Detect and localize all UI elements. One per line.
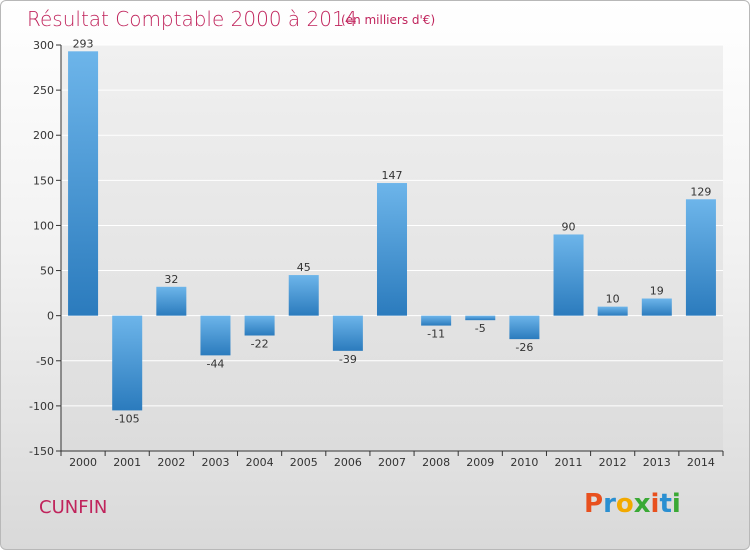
data-label-2003: -44 bbox=[206, 357, 224, 370]
y-tick-label: 300 bbox=[33, 39, 54, 52]
logo-letter: x bbox=[633, 489, 651, 519]
y-tick-label: 100 bbox=[33, 219, 54, 232]
data-label-2010: -26 bbox=[515, 341, 533, 354]
commune-name: CUNFIN bbox=[39, 497, 108, 518]
y-tick-label: 200 bbox=[33, 129, 54, 142]
bar-2009 bbox=[465, 315, 496, 321]
data-label-2013: 19 bbox=[650, 285, 664, 298]
y-tick-label: -50 bbox=[36, 355, 54, 368]
data-label-2001: -105 bbox=[115, 412, 140, 425]
x-tick-label: 2007 bbox=[378, 456, 406, 469]
data-label-2004: -22 bbox=[251, 338, 269, 351]
data-label-2009: -5 bbox=[475, 322, 486, 335]
logo-letter: r bbox=[603, 489, 616, 519]
bar-2013 bbox=[641, 298, 672, 316]
x-tick-label: 2014 bbox=[687, 456, 715, 469]
y-tick-label: -100 bbox=[29, 400, 54, 413]
logo-letter: i bbox=[671, 489, 681, 519]
x-tick-label: 2009 bbox=[466, 456, 494, 469]
bar-2008 bbox=[421, 315, 452, 326]
x-tick-label: 2008 bbox=[422, 456, 450, 469]
bar-2006 bbox=[332, 315, 363, 351]
x-tick-label: 2010 bbox=[510, 456, 538, 469]
y-tick-label: 250 bbox=[33, 84, 54, 97]
bar-2002 bbox=[156, 286, 187, 316]
y-tick-label: 0 bbox=[47, 310, 54, 323]
data-label-2014: 129 bbox=[690, 185, 711, 198]
x-tick-label: 2011 bbox=[555, 456, 583, 469]
bar-2005 bbox=[288, 275, 319, 316]
x-tick-label: 2000 bbox=[69, 456, 97, 469]
y-tick-label: 150 bbox=[33, 174, 54, 187]
x-tick-label: 2012 bbox=[599, 456, 627, 469]
x-tick-label: 2004 bbox=[246, 456, 274, 469]
x-tick-label: 2013 bbox=[643, 456, 671, 469]
x-tick-label: 2001 bbox=[113, 456, 141, 469]
chart-subtitle: (en milliers d'€) bbox=[341, 13, 436, 27]
bar-2004 bbox=[244, 315, 275, 336]
bar-2014 bbox=[685, 199, 716, 316]
x-tick-label: 2002 bbox=[157, 456, 185, 469]
data-label-2008: -11 bbox=[427, 328, 445, 341]
bar-2001 bbox=[112, 315, 143, 411]
x-tick-label: 2006 bbox=[334, 456, 362, 469]
chart-title: Résultat Comptable 2000 à 2014 bbox=[27, 7, 358, 31]
logo-letter: o bbox=[615, 489, 634, 519]
logo-letter: t bbox=[659, 489, 672, 519]
proxiti-logo: Proxiti bbox=[584, 489, 681, 519]
data-label-2012: 10 bbox=[606, 293, 620, 306]
bar-2003 bbox=[200, 315, 231, 356]
y-tick-label: 50 bbox=[40, 265, 54, 278]
bar-2007 bbox=[376, 183, 408, 316]
logo-letter: i bbox=[650, 489, 660, 519]
logo-letter: P bbox=[584, 489, 604, 519]
bar-2011 bbox=[553, 234, 584, 316]
data-label-2006: -39 bbox=[339, 353, 357, 366]
bar-2010 bbox=[509, 315, 540, 340]
data-label-2011: 90 bbox=[562, 220, 576, 233]
x-tick-label: 2005 bbox=[290, 456, 318, 469]
data-label-2002: 32 bbox=[164, 273, 178, 286]
y-tick-label: -150 bbox=[29, 445, 54, 458]
data-label-2007: 147 bbox=[382, 169, 403, 182]
bar-2000 bbox=[68, 51, 99, 316]
data-label-2000: 293 bbox=[73, 37, 94, 50]
data-label-2005: 45 bbox=[297, 261, 311, 274]
bar-2012 bbox=[597, 306, 628, 316]
x-tick-label: 2003 bbox=[201, 456, 229, 469]
